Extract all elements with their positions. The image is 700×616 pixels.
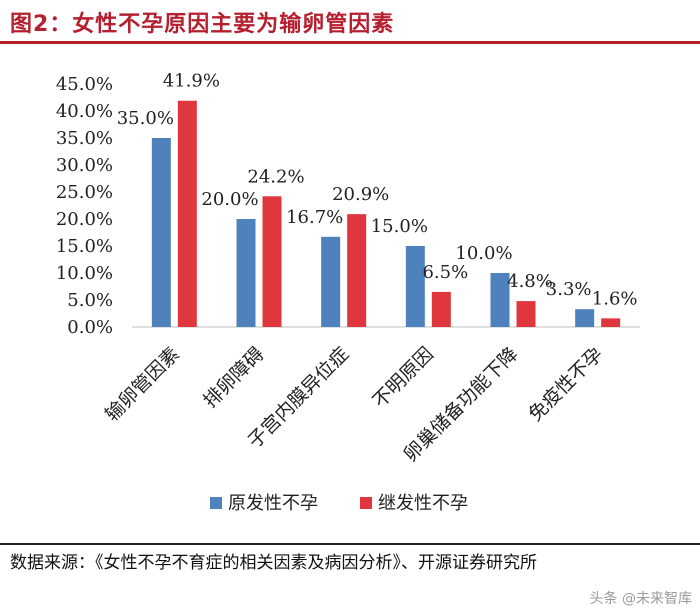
- bar-secondary: [516, 301, 536, 327]
- legend-label: 原发性不孕: [228, 493, 318, 514]
- bar-secondary: [177, 100, 197, 328]
- category-label: 免疫性不孕: [524, 343, 607, 426]
- y-tick-label: 15.0%: [56, 236, 113, 257]
- header-divider: [0, 41, 700, 44]
- bar-primary: [405, 246, 425, 327]
- bar-secondary: [431, 291, 451, 327]
- bar-primary: [575, 309, 595, 327]
- bar-primary: [151, 138, 171, 327]
- watermark: 头条 @未来智库: [589, 591, 692, 607]
- figure-header: 图2：女性不孕原因主要为输卵管因素: [0, 0, 700, 44]
- y-tick-label: 20.0%: [56, 209, 113, 230]
- y-tick-label: 30.0%: [56, 155, 113, 176]
- bar-chart: 0.0%5.0%10.0%15.0%20.0%25.0%30.0%35.0%40…: [56, 71, 640, 514]
- y-tick-label: 0.0%: [67, 317, 113, 338]
- bar-secondary: [601, 318, 621, 327]
- legend-label: 继发性不孕: [378, 493, 468, 514]
- data-source-note: 数据来源：《女性不孕不育症的相关因素及病因分析》、开源证券研究所: [10, 553, 537, 573]
- data-label: 3.3%: [546, 279, 592, 300]
- data-label: 10.0%: [455, 243, 512, 264]
- bar-primary: [236, 219, 256, 327]
- data-label: 15.0%: [371, 216, 428, 237]
- legend-swatch: [210, 497, 222, 509]
- bar-secondary: [262, 196, 282, 327]
- y-tick-label: 35.0%: [56, 128, 113, 149]
- data-label: 20.9%: [332, 184, 389, 205]
- y-tick-label: 25.0%: [56, 182, 113, 203]
- bar-primary: [321, 236, 341, 327]
- bar-secondary: [347, 214, 367, 327]
- data-label: 41.9%: [163, 71, 220, 92]
- data-label: 1.6%: [592, 288, 638, 309]
- bar-primary: [490, 273, 510, 327]
- y-tick-label: 40.0%: [56, 101, 113, 122]
- data-label: 6.5%: [422, 262, 468, 283]
- category-label: 排卵障碍: [199, 343, 268, 412]
- data-label: 4.8%: [507, 271, 553, 292]
- y-tick-label: 10.0%: [56, 263, 113, 284]
- data-label: 24.2%: [247, 166, 304, 187]
- y-tick-label: 5.0%: [67, 290, 113, 311]
- y-tick-label: 45.0%: [56, 74, 113, 95]
- category-label: 不明原因: [369, 343, 438, 412]
- figure-title: 图2：女性不孕原因主要为输卵管因素: [10, 12, 395, 37]
- footer-divider: [0, 543, 700, 545]
- data-label: 16.7%: [286, 207, 343, 228]
- category-label: 输卵管因素: [101, 343, 184, 426]
- data-label: 20.0%: [201, 189, 258, 210]
- legend-swatch: [360, 497, 372, 509]
- data-label: 35.0%: [117, 108, 174, 129]
